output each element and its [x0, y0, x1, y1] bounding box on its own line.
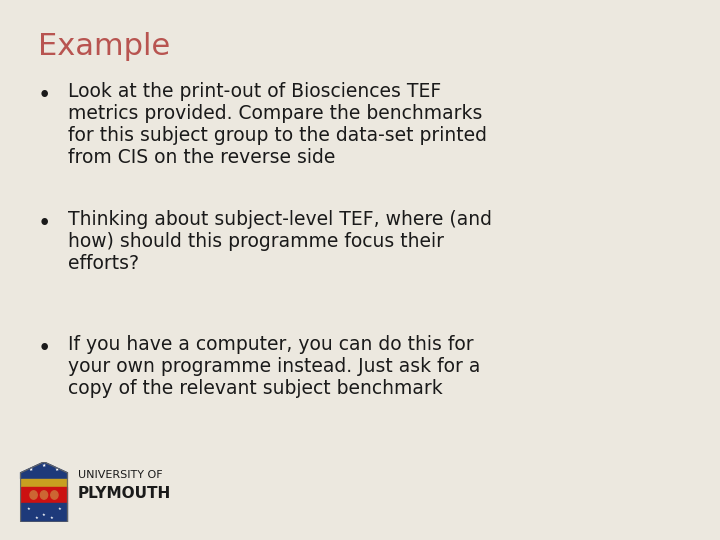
Text: for this subject group to the data-set printed: for this subject group to the data-set p…	[68, 126, 487, 145]
Text: If you have a computer, you can do this for: If you have a computer, you can do this …	[68, 335, 474, 354]
Text: PLYMOUTH: PLYMOUTH	[78, 486, 171, 501]
Polygon shape	[21, 462, 68, 522]
Text: ★: ★	[50, 516, 54, 521]
Text: •: •	[38, 212, 51, 235]
Text: ★: ★	[35, 516, 38, 521]
Circle shape	[50, 491, 58, 499]
Text: UNIVERSITY OF: UNIVERSITY OF	[78, 470, 163, 480]
Text: •: •	[38, 337, 51, 360]
Text: •: •	[38, 84, 51, 107]
Circle shape	[30, 491, 37, 499]
Text: ★: ★	[58, 507, 61, 511]
Polygon shape	[21, 487, 68, 503]
Text: Look at the print-out of Biosciences TEF: Look at the print-out of Biosciences TEF	[68, 82, 441, 101]
Text: ★: ★	[42, 463, 46, 468]
Polygon shape	[21, 503, 68, 522]
Text: copy of the relevant subject benchmark: copy of the relevant subject benchmark	[68, 379, 443, 398]
Text: how) should this programme focus their: how) should this programme focus their	[68, 232, 444, 251]
Polygon shape	[21, 462, 68, 479]
Text: ★: ★	[27, 507, 30, 511]
Text: your own programme instead. Just ask for a: your own programme instead. Just ask for…	[68, 357, 480, 376]
Text: ★: ★	[29, 467, 33, 472]
Text: Thinking about subject-level TEF, where (and: Thinking about subject-level TEF, where …	[68, 210, 492, 229]
Polygon shape	[21, 479, 68, 487]
Text: ★: ★	[55, 467, 59, 472]
Text: ★: ★	[42, 513, 46, 517]
Text: efforts?: efforts?	[68, 254, 139, 273]
Text: from CIS on the reverse side: from CIS on the reverse side	[68, 148, 336, 167]
Circle shape	[40, 491, 48, 499]
Text: Example: Example	[38, 32, 170, 61]
Text: metrics provided. Compare the benchmarks: metrics provided. Compare the benchmarks	[68, 104, 482, 123]
